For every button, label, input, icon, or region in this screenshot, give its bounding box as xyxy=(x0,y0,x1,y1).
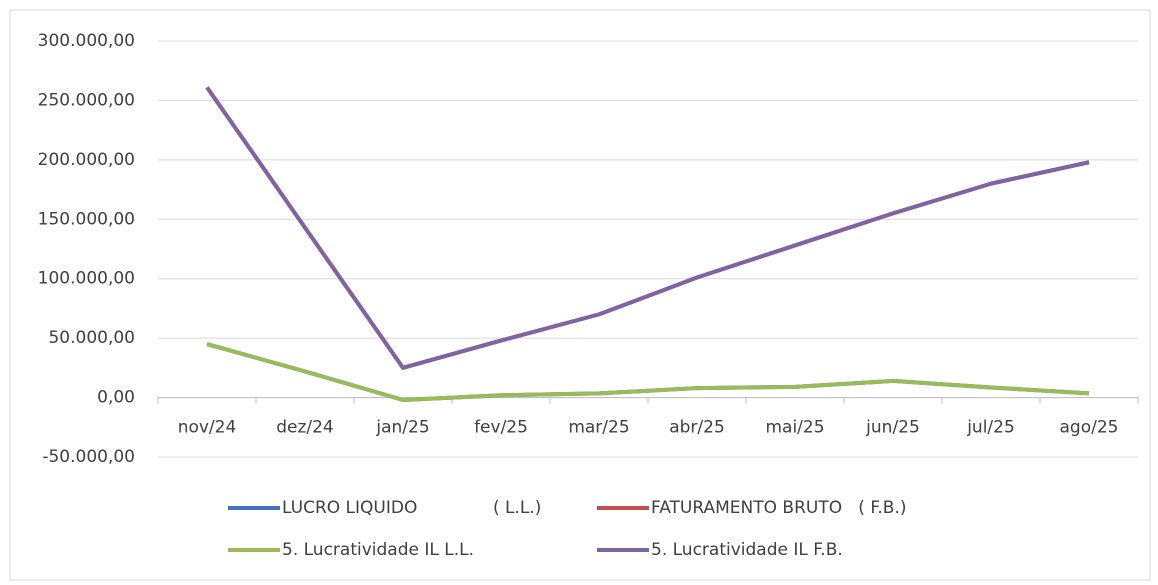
y-tick-label: 100.000,00 xyxy=(38,269,135,289)
x-tick-label: dez/24 xyxy=(276,418,334,438)
x-tick-label: jun/25 xyxy=(865,418,920,438)
series-line xyxy=(206,342,1090,402)
y-tick-label: 300.000,00 xyxy=(38,31,135,51)
x-tick-label: mar/25 xyxy=(568,418,629,438)
y-tick-label: 0,00 xyxy=(97,388,135,408)
x-tick-label: fev/25 xyxy=(474,418,528,438)
x-tick-label: jan/25 xyxy=(375,418,429,438)
y-tick-label: 200.000,00 xyxy=(38,150,135,170)
series-line xyxy=(205,86,1090,370)
chart-border xyxy=(9,9,1151,581)
x-tick-label: abr/25 xyxy=(669,418,725,438)
x-tick-label: jul/25 xyxy=(966,418,1015,438)
y-tick-label: 150.000,00 xyxy=(38,209,135,229)
legend-label: FATURAMENTO BRUTO ( F.B.) xyxy=(651,498,906,518)
y-tick-label: 250.000,00 xyxy=(38,90,135,110)
legend-label: LUCRO LIQUIDO ( L.L.) xyxy=(282,498,541,518)
y-tick-label: -50.000,00 xyxy=(42,447,135,467)
legend-label: 5. Lucratividade IL L.L. xyxy=(282,540,474,560)
x-tick-label: nov/24 xyxy=(178,418,237,438)
x-tick-label: mai/25 xyxy=(765,418,824,438)
x-tick-label: ago/25 xyxy=(1060,418,1119,438)
y-tick-label: 50.000,00 xyxy=(48,328,135,348)
legend-label: 5. Lucratividade IL F.B. xyxy=(651,540,843,560)
